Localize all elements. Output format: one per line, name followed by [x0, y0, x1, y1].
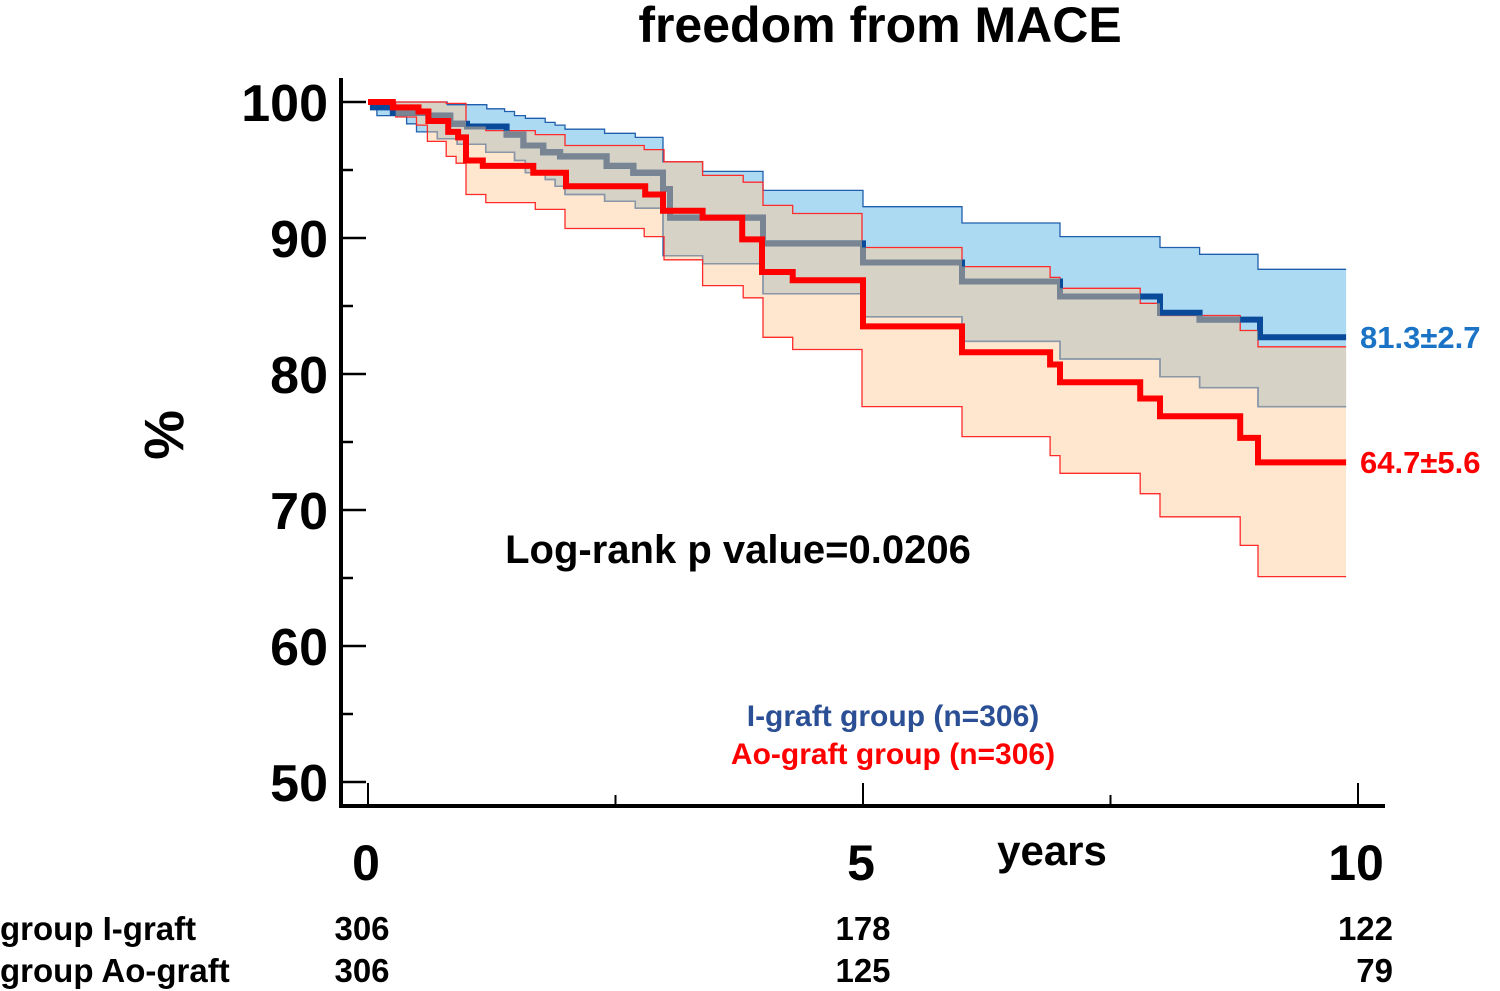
x-axis-label: years	[997, 827, 1107, 874]
risk-row-label: group I-graft	[0, 910, 196, 947]
risk-table: group I-graft 306 178 122 group Ao-graft…	[0, 910, 1393, 989]
risk-value: 178	[835, 910, 890, 947]
legend-igraft: I-graft group (n=306)	[747, 700, 1040, 733]
x-tick-labels: 0 5 10	[352, 835, 1384, 891]
aograft-ci-lower	[368, 101, 1347, 578]
risk-row-label: group Ao-graft	[0, 952, 230, 989]
risk-value: 125	[835, 952, 890, 989]
risk-value: 306	[334, 910, 389, 947]
y-tick-label: 60	[270, 619, 328, 677]
aograft-ci-upper	[368, 101, 1347, 348]
legend-aograft: Ao-graft group (n=306)	[731, 738, 1055, 771]
confidence-bands	[368, 101, 1347, 578]
y-tick-labels: 100 90 80 70 60 50	[241, 75, 328, 813]
aograft-survival-line	[368, 99, 1347, 466]
axes	[339, 78, 1385, 808]
end-label-aograft: 64.7±5.6	[1360, 445, 1480, 480]
igraft-survival-line-overlap	[368, 102, 1347, 341]
y-tick-label: 80	[270, 347, 328, 405]
chart-title: freedom from MACE	[638, 0, 1121, 53]
y-tick-label: 100	[241, 75, 328, 133]
y-tick-label: 70	[270, 483, 328, 541]
risk-value: 122	[1338, 910, 1393, 947]
aograft-ci-band	[368, 102, 1347, 577]
overlap-ci-band	[368, 102, 1347, 407]
end-label-igraft: 81.3±2.7	[1360, 320, 1480, 355]
x-tick-label: 10	[1328, 835, 1384, 891]
risk-value: 306	[334, 952, 389, 989]
x-tick-label: 5	[847, 835, 875, 891]
risk-value: 79	[1356, 952, 1393, 989]
x-tick-label: 0	[352, 835, 380, 891]
y-tick-label: 90	[270, 211, 328, 269]
survival-curves	[368, 99, 1347, 466]
y-axis-label: %	[133, 410, 196, 460]
igraft-ci-lower-overlap	[368, 102, 1347, 408]
igraft-ci-upper	[368, 101, 1347, 270]
logrank-annotation: Log-rank p value=0.0206	[505, 528, 971, 572]
y-tick-label: 50	[270, 755, 328, 813]
